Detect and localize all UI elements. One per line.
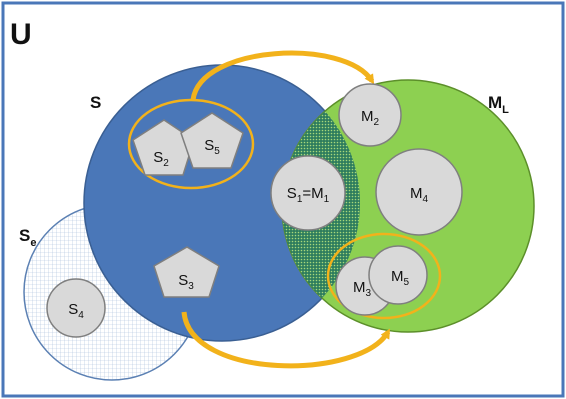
element-m4: M4 (375, 148, 463, 236)
bottom-mapping-arrow (181, 311, 391, 369)
element-s3: S3 (153, 246, 220, 298)
element-s1-m1: S1=M1 (270, 155, 346, 231)
element-m2: M2 (338, 83, 402, 147)
top-mapping-arrow (190, 50, 375, 101)
element-s3-label: S3 (178, 272, 194, 292)
element-s1-m1-label: S1=M1 (287, 185, 330, 205)
m3-m5-group-ring (326, 232, 442, 320)
element-m3-label: M3 (353, 279, 372, 299)
element-s4-label: S4 (68, 301, 84, 321)
universe-label: U (10, 18, 32, 51)
element-m5: M5 (368, 245, 428, 305)
element-m4-label: M4 (410, 185, 429, 205)
s2-s5-group-ring (127, 98, 255, 190)
element-s4: S4 (46, 278, 106, 338)
set-ml-label: ML (488, 93, 509, 116)
element-s2-label: S2 (153, 149, 169, 169)
set-se-label: Se (19, 226, 36, 249)
element-m5-label: M5 (391, 268, 410, 288)
element-s5-label: S5 (204, 137, 220, 157)
element-m2-label: M2 (361, 108, 380, 128)
set-s-label: S (90, 93, 101, 112)
element-s5: S5 (180, 112, 244, 169)
